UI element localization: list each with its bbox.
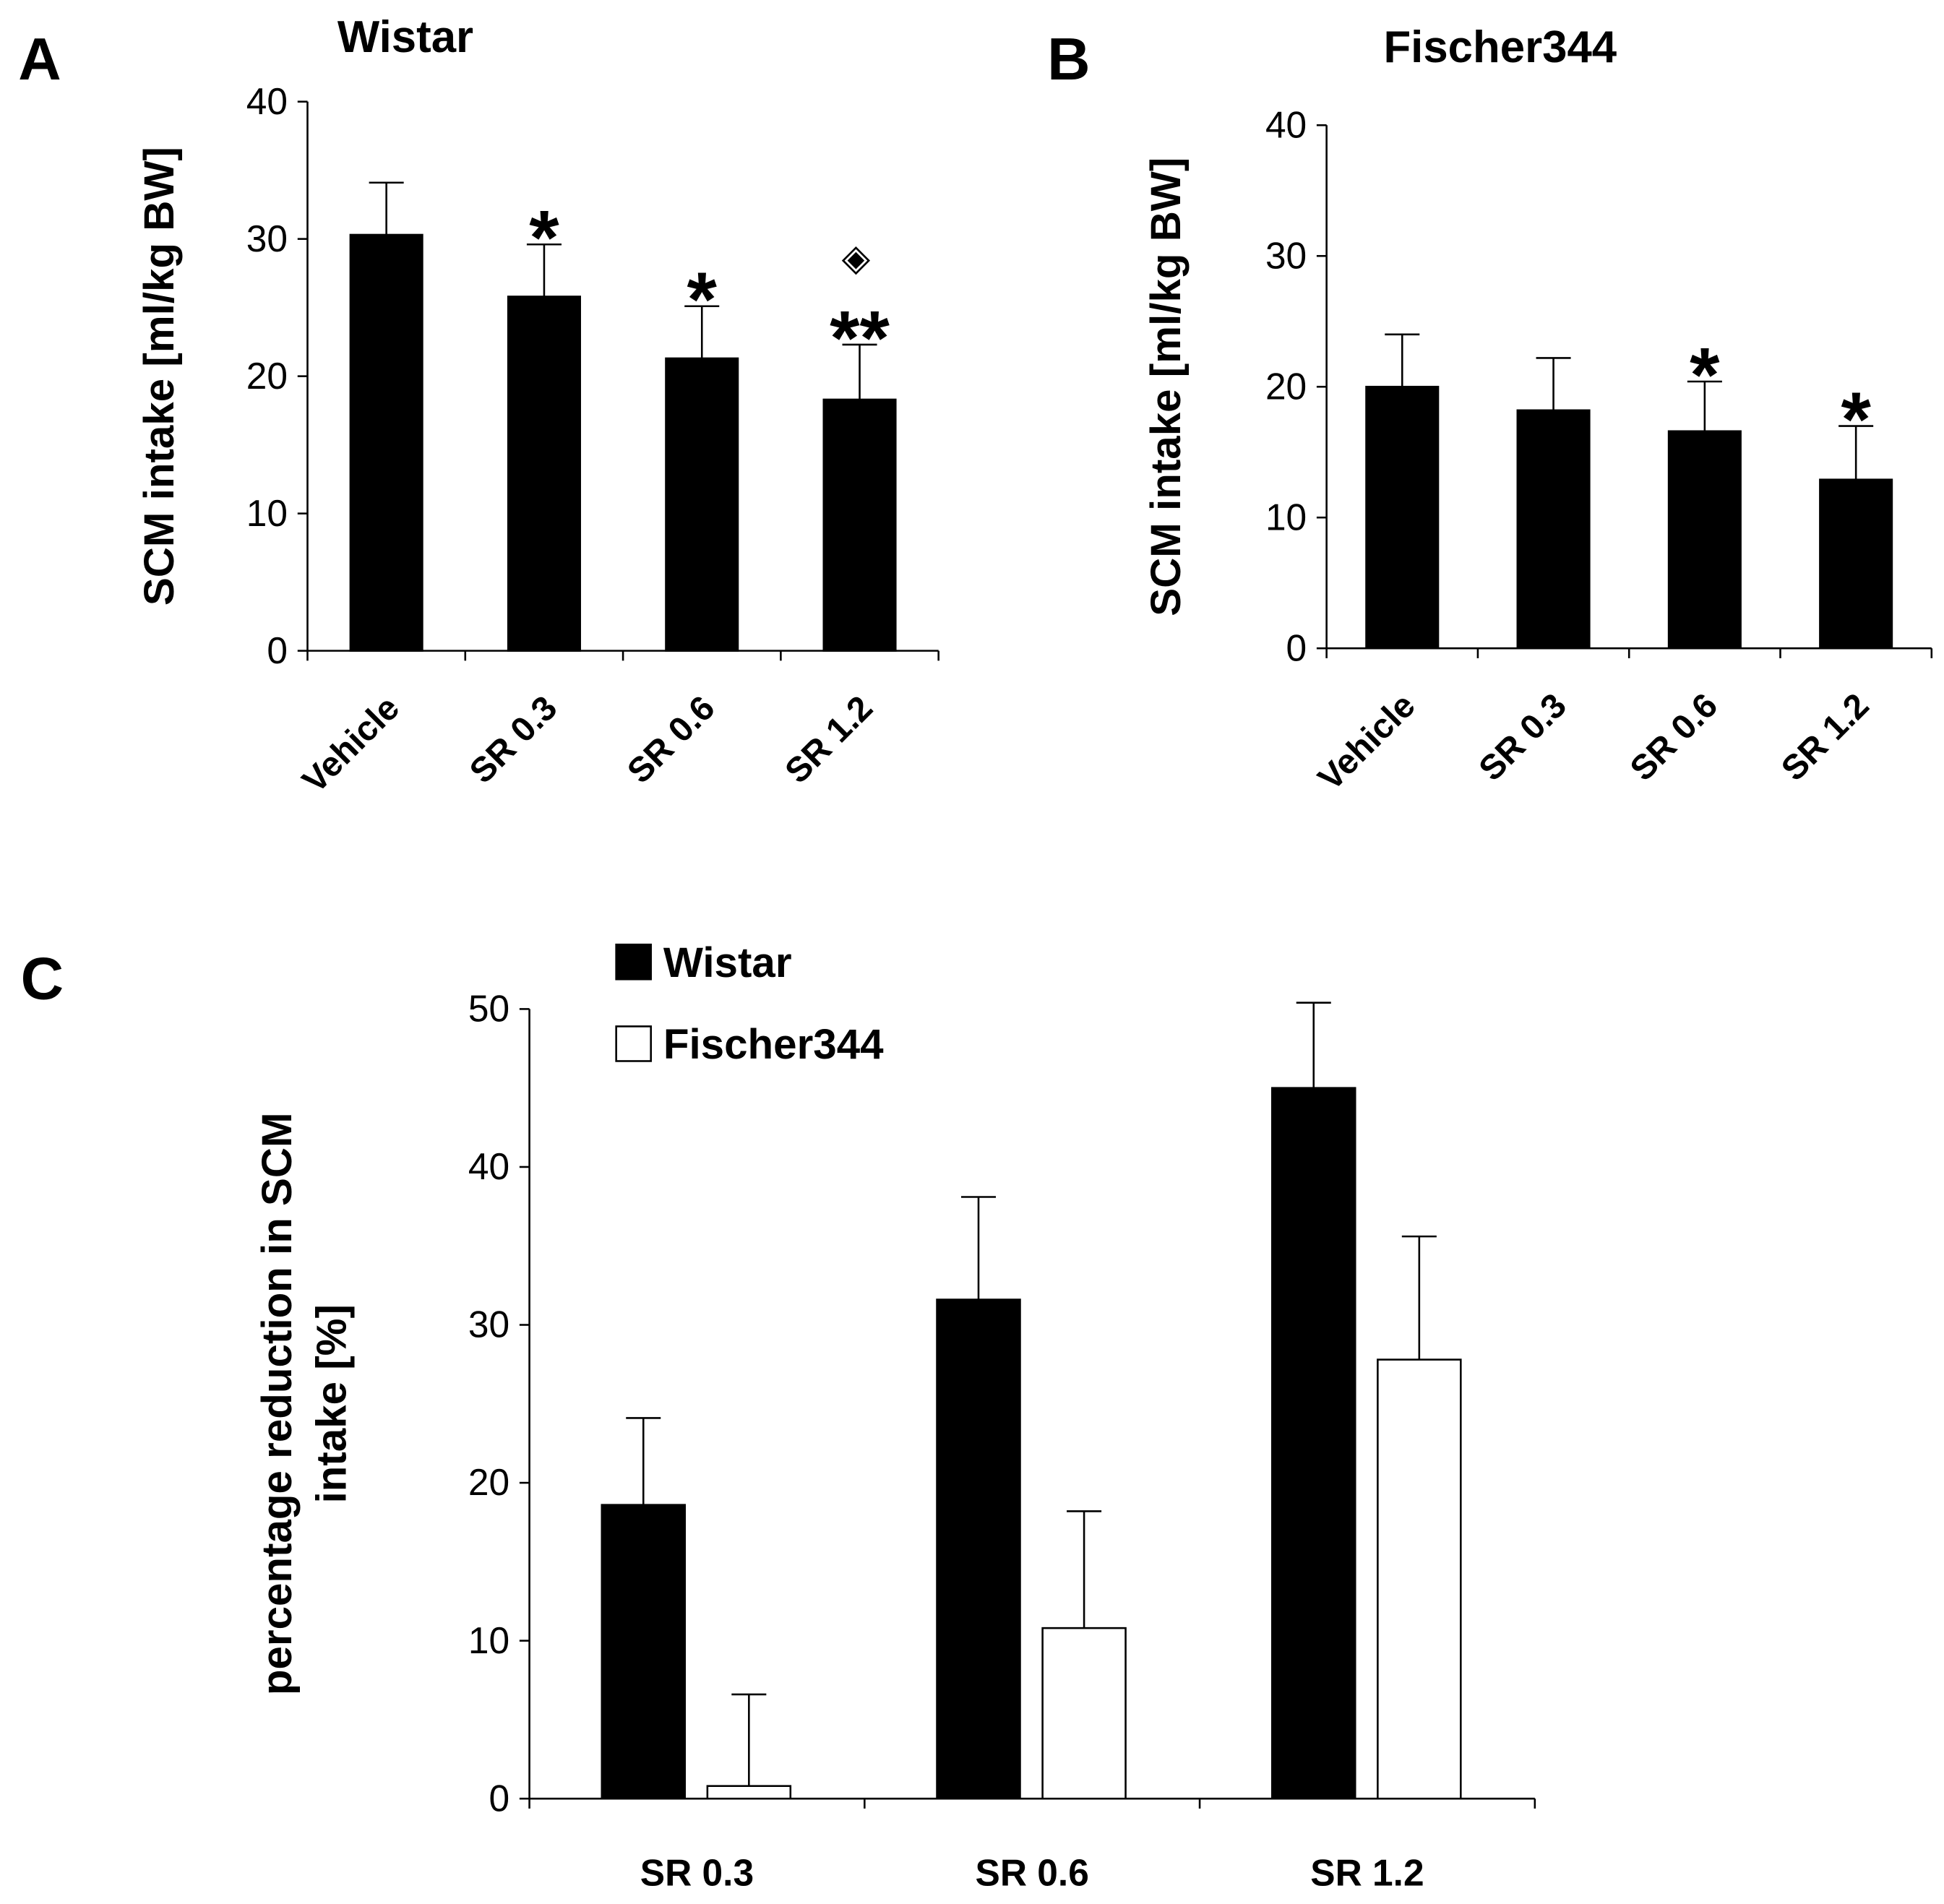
bar bbox=[706, 1785, 792, 1800]
bar bbox=[936, 1298, 1021, 1800]
bar bbox=[349, 233, 423, 652]
x-tick-label: Vehicle bbox=[1311, 686, 1423, 798]
significance-mark: ◈ bbox=[842, 236, 871, 278]
x-tick-label: Vehicle bbox=[296, 689, 408, 801]
y-tick-label: 30 bbox=[246, 217, 288, 259]
bar bbox=[601, 1504, 687, 1800]
bar bbox=[507, 296, 581, 652]
y-tick-label: 40 bbox=[468, 1145, 509, 1187]
bar bbox=[822, 398, 897, 652]
significance-mark: * bbox=[1690, 332, 1720, 418]
bar bbox=[665, 357, 739, 652]
y-tick-label: 0 bbox=[1286, 626, 1307, 668]
x-tick-label: SR 1.2 bbox=[778, 689, 880, 791]
significance-mark: * bbox=[529, 195, 559, 281]
bar bbox=[1667, 430, 1742, 650]
bar bbox=[1516, 409, 1591, 650]
panel-label: C bbox=[21, 946, 64, 1012]
bar bbox=[1377, 1358, 1462, 1800]
x-tick-label: SR 0.3 bbox=[640, 1851, 754, 1893]
x-tick-label: SR 0.3 bbox=[463, 689, 564, 791]
y-axis-label: percentage reduction in SCM bbox=[254, 1112, 301, 1695]
x-tick-label: SR 0.6 bbox=[620, 689, 722, 791]
x-tick-label: SR 0.6 bbox=[976, 1851, 1089, 1893]
y-axis-label: intake [%] bbox=[309, 1304, 356, 1503]
y-tick-label: 20 bbox=[246, 355, 288, 397]
y-tick-label: 40 bbox=[1265, 103, 1307, 145]
y-tick-label: 20 bbox=[468, 1461, 509, 1503]
legend-label: Wistar bbox=[663, 939, 792, 986]
legend-swatch bbox=[615, 943, 652, 981]
y-tick-label: 50 bbox=[468, 988, 509, 1030]
significance-mark: * bbox=[687, 257, 718, 343]
bar bbox=[1819, 478, 1893, 650]
y-tick-label: 30 bbox=[1265, 234, 1307, 276]
y-tick-label: 0 bbox=[267, 629, 288, 671]
significance-mark: * bbox=[1841, 376, 1871, 462]
bar bbox=[1041, 1627, 1127, 1800]
y-axis-label: SCM intake [ml/kg BW] bbox=[136, 147, 183, 606]
y-tick-label: 30 bbox=[468, 1304, 509, 1345]
bar bbox=[1271, 1087, 1356, 1800]
chart-title: Wistar bbox=[337, 12, 473, 62]
x-tick-label: SR 1.2 bbox=[1774, 686, 1876, 788]
y-tick-label: 20 bbox=[1265, 365, 1307, 407]
y-tick-label: 40 bbox=[246, 80, 288, 122]
y-tick-label: 0 bbox=[489, 1777, 509, 1819]
panel-label: B bbox=[1047, 26, 1090, 92]
y-tick-label: 10 bbox=[246, 492, 288, 534]
x-tick-label: SR 0.6 bbox=[1623, 686, 1725, 788]
chart-title: Fischer344 bbox=[1383, 22, 1617, 72]
y-tick-label: 10 bbox=[1265, 496, 1307, 538]
significance-mark: ** bbox=[830, 295, 890, 381]
panel-label: A bbox=[18, 26, 61, 92]
legend-swatch bbox=[615, 1025, 652, 1062]
x-tick-label: SR 1.2 bbox=[1310, 1851, 1424, 1893]
y-tick-label: 10 bbox=[468, 1619, 509, 1661]
y-axis-label: SCM intake [ml/kg BW] bbox=[1143, 158, 1190, 616]
bar bbox=[1365, 385, 1440, 650]
x-tick-label: SR 0.3 bbox=[1472, 686, 1574, 788]
legend-label: Fischer344 bbox=[663, 1021, 884, 1068]
